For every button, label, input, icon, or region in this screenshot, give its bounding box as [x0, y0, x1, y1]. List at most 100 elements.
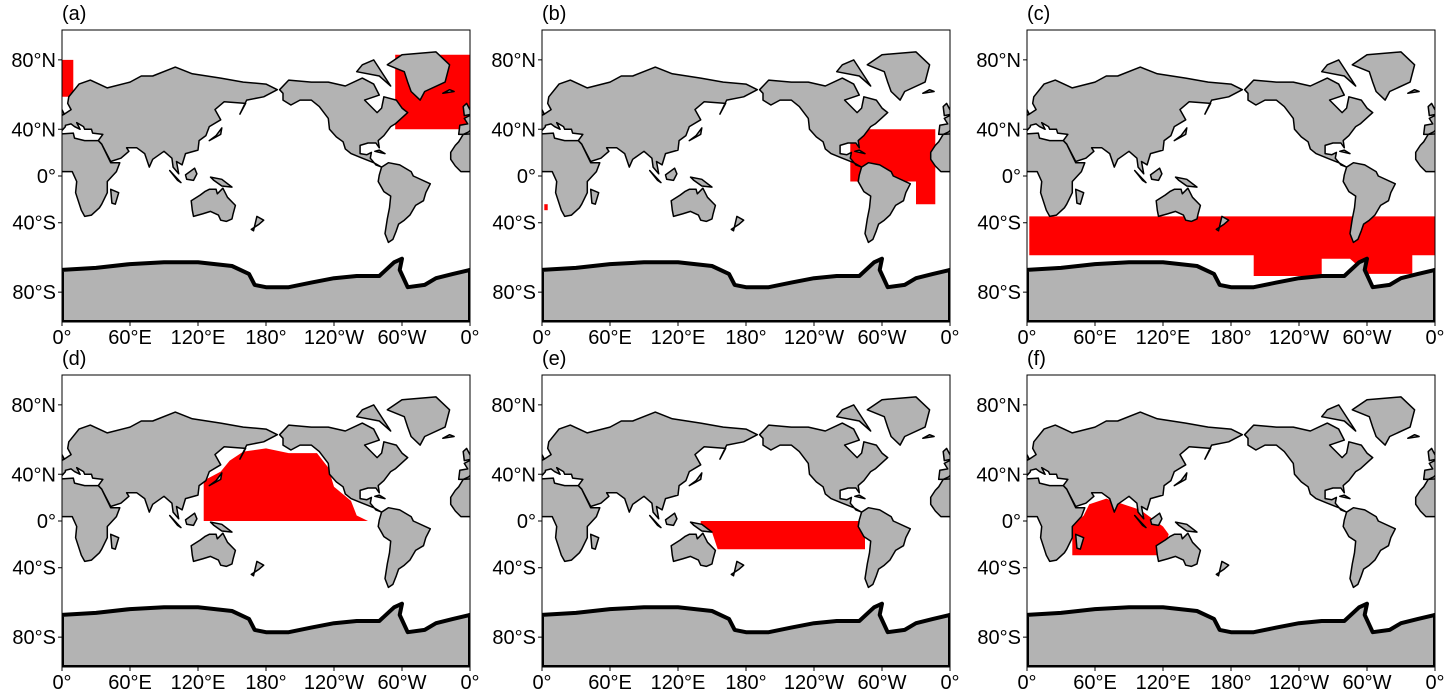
land	[1320, 59, 1357, 87]
land	[442, 433, 455, 440]
y-tick-label: 80°S	[492, 282, 536, 304]
land	[1339, 149, 1351, 155]
y-tick-label: 80°N	[976, 395, 1021, 417]
land	[62, 453, 66, 461]
y-tick-label: 40°N	[976, 119, 1021, 141]
y-tick-label: 0°	[37, 511, 56, 533]
antarctica	[62, 601, 470, 667]
land	[542, 477, 601, 563]
land	[208, 472, 223, 487]
x-tick-label: 180°	[725, 327, 766, 349]
land	[688, 127, 703, 142]
land	[442, 88, 455, 95]
x-tick-label: 60°W	[377, 672, 426, 692]
land	[1027, 477, 1086, 563]
land	[377, 161, 432, 244]
x-tick-label: 0°	[532, 672, 551, 692]
y-tick-label: 0°	[1002, 166, 1021, 188]
land	[835, 404, 872, 432]
land	[519, 189, 527, 204]
region	[203, 448, 368, 521]
land	[209, 521, 233, 533]
y-tick-label: 80°N	[11, 50, 56, 72]
x-tick-label: 120°E	[651, 327, 706, 349]
land	[386, 396, 451, 446]
x-tick-label: 180°	[245, 672, 286, 692]
land	[184, 512, 198, 527]
land	[1407, 88, 1420, 95]
land	[937, 114, 950, 136]
land	[1414, 478, 1435, 518]
x-tick-label: 120°E	[1136, 672, 1191, 692]
x-tick-label: 180°	[1210, 327, 1251, 349]
y-tick-label: 40°N	[11, 464, 56, 486]
land	[857, 506, 912, 589]
map-panel: (c) 80°N 40°N 0° 40°S 80°S 0° 60°E 120°E 180° 120°…	[976, 3, 1444, 349]
y-tick-label: 40°S	[492, 213, 536, 235]
land	[857, 161, 912, 244]
land	[942, 447, 950, 462]
land	[1027, 108, 1031, 116]
land	[278, 77, 409, 168]
land	[619, 522, 641, 532]
land	[1074, 533, 1085, 550]
land	[1000, 90, 1011, 94]
land	[854, 494, 866, 500]
land	[1243, 422, 1374, 513]
land	[1342, 506, 1397, 589]
land	[449, 478, 470, 518]
land	[62, 66, 279, 175]
x-tick-label: 180°	[725, 672, 766, 692]
land	[1173, 127, 1188, 142]
land	[922, 433, 935, 440]
y-tick-label: 80°S	[977, 627, 1021, 649]
antarctica	[1433, 267, 1435, 322]
x-tick-label: 60°E	[108, 327, 152, 349]
land	[355, 59, 392, 87]
land	[670, 532, 717, 568]
map-content	[542, 396, 1007, 667]
land	[374, 149, 386, 155]
land	[999, 534, 1007, 549]
land	[664, 167, 678, 182]
land	[542, 453, 546, 461]
x-tick-label: 180°	[1210, 672, 1251, 692]
map-content	[1027, 396, 1435, 667]
y-tick-label: 0°	[1002, 511, 1021, 533]
x-tick-label: 120°W	[784, 672, 844, 692]
land	[1133, 514, 1147, 529]
land	[670, 187, 717, 223]
land	[1149, 512, 1163, 527]
land	[168, 169, 182, 184]
y-tick-label: 80°N	[11, 395, 56, 417]
land	[664, 512, 678, 527]
x-tick-label: 0°	[460, 672, 479, 692]
panel-label: (e)	[542, 348, 566, 370]
land	[1427, 102, 1435, 117]
land	[1027, 66, 1244, 175]
x-tick-label: 60°W	[1342, 327, 1391, 349]
land	[1174, 521, 1198, 533]
land	[599, 188, 643, 221]
x-tick-label: 0°	[460, 327, 479, 349]
x-tick-label: 0°	[52, 672, 71, 692]
land	[355, 404, 392, 432]
land	[937, 459, 950, 481]
land	[1342, 161, 1397, 244]
land	[1215, 215, 1230, 232]
land	[35, 435, 46, 439]
land	[835, 59, 872, 87]
x-tick-label: 120°W	[304, 327, 364, 349]
region	[62, 59, 74, 97]
y-tick-label: 80°N	[491, 50, 536, 72]
land	[1351, 51, 1416, 101]
land	[168, 514, 182, 529]
x-tick-label: 0°	[1425, 327, 1444, 349]
map-content	[35, 396, 641, 667]
land	[648, 514, 662, 529]
land	[1173, 472, 1188, 487]
x-tick-label: 120°E	[171, 672, 226, 692]
antarctica	[542, 601, 950, 667]
land	[1422, 459, 1435, 481]
land	[1427, 447, 1435, 462]
